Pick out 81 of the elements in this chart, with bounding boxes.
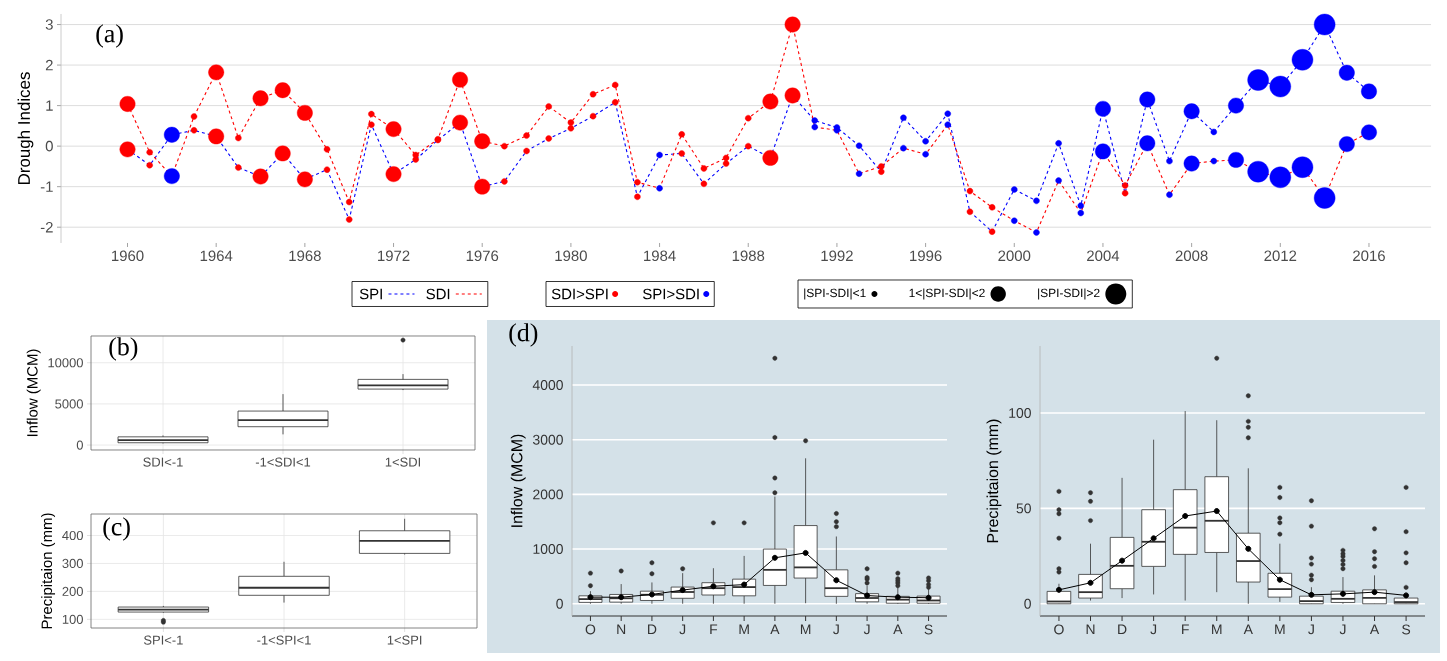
x-tick-label: J	[1339, 624, 1346, 635]
y-tick-label: 3000	[532, 434, 563, 445]
x-tick-label: 1964	[200, 250, 233, 262]
y-axis-title: Inflow (MCM)	[26, 349, 41, 437]
y-tick-label: 5000	[55, 399, 83, 409]
x-tick-label: J	[1308, 624, 1314, 635]
x-tick-label: 2016	[1353, 250, 1385, 262]
y-axis-title: Precipitaion (mm)	[41, 513, 56, 629]
x-tick-label: 1960	[112, 250, 144, 262]
x-tick-label: 1988	[732, 250, 765, 262]
x-tick-label: N	[1086, 624, 1095, 635]
x-tick-label: J	[1150, 624, 1157, 635]
text: (d)	[509, 323, 538, 347]
y-tick-label: 0	[1024, 598, 1031, 609]
x-tick-label: 2012	[1264, 250, 1297, 262]
x-tick-label: M	[1275, 624, 1285, 635]
y-axis-title: Inflow (MCM)	[510, 434, 526, 527]
y-tick-label: 1000	[533, 544, 563, 555]
x-tick-label: -1<SPI<1	[257, 635, 311, 645]
y-axis-title: Precipitaion (mm)	[986, 419, 1002, 543]
x-tick-label: 1992	[821, 250, 853, 262]
x-tick-label: 1<SPI	[387, 635, 422, 645]
x-tick-label: S	[924, 624, 933, 635]
y-tick-label: 3	[45, 19, 53, 30]
x-tick-label: F	[1182, 624, 1189, 635]
x-tick-label: 2004	[1087, 250, 1120, 262]
x-tick-label: J	[679, 624, 686, 635]
legend-label: SPI	[359, 288, 382, 300]
y-tick-label: 0	[556, 598, 563, 609]
text: SDI>SPI	[551, 288, 608, 300]
x-tick-label: M	[1212, 624, 1222, 635]
annotation: (c)	[103, 517, 130, 541]
annotation: (b)	[109, 337, 138, 361]
x-tick-label: 1972	[378, 250, 410, 262]
x-tick-label: M	[739, 624, 749, 635]
x-tick-label: J	[833, 624, 839, 635]
x-tick-label: D	[1118, 624, 1127, 635]
x-tick-label: 1<SDI	[385, 457, 420, 467]
text: SPI>SDI	[643, 288, 699, 300]
y-tick-label: 1	[46, 100, 53, 111]
x-tick-label: A	[1243, 624, 1253, 635]
x-tick-label: O	[585, 624, 596, 635]
y-tick-label: 4000	[532, 380, 563, 390]
x-tick-label: SPI<-1	[143, 635, 183, 645]
y-tick-label: 100	[62, 614, 83, 624]
x-tick-label: O	[1054, 624, 1064, 635]
y-tick-label: 2	[45, 59, 53, 71]
y-tick-label: -2	[40, 221, 53, 233]
x-tick-label: N	[617, 624, 626, 635]
x-tick-label: 2008	[1175, 250, 1208, 262]
annotation: (a)	[96, 24, 123, 48]
y-tick-label: 50	[1016, 503, 1031, 514]
x-tick-label: -1<SDI<1	[255, 457, 311, 467]
text: 1<|SPI-SDI|<2	[909, 288, 985, 300]
x-tick-label: 1996	[910, 250, 942, 262]
x-tick-label: 1968	[289, 250, 321, 262]
y-tick-label: 200	[62, 586, 83, 596]
y-axis-title: Drough Indices	[17, 72, 34, 185]
y-tick-label: 0	[76, 440, 83, 450]
x-tick-label: J	[863, 624, 870, 635]
x-tick-label: A	[770, 624, 780, 635]
y-tick-label: 300	[62, 558, 83, 569]
x-tick-label: S	[1402, 624, 1411, 635]
x-tick-label: A	[893, 624, 903, 635]
x-tick-label: 1980	[555, 250, 587, 262]
y-tick-label: -1	[40, 181, 53, 192]
y-tick-label: 400	[62, 530, 83, 541]
legend-label: SDI	[426, 288, 450, 300]
text: |SPI-SDI|>2	[1038, 288, 1100, 300]
x-tick-label: 1984	[644, 250, 676, 262]
x-tick-label: 1976	[466, 250, 499, 262]
y-tick-label: 0	[45, 140, 53, 152]
x-tick-label: A	[1369, 624, 1380, 635]
x-tick-label: M	[800, 624, 811, 635]
x-tick-label: SDI<-1	[143, 457, 183, 467]
y-tick-label: 2000	[533, 489, 563, 500]
x-tick-label: F	[710, 624, 718, 635]
y-tick-label: 100	[1009, 408, 1031, 418]
text: |SPI-SDI|<1	[804, 288, 866, 300]
x-tick-label: D	[648, 624, 657, 635]
y-tick-label: 10000	[48, 358, 83, 368]
